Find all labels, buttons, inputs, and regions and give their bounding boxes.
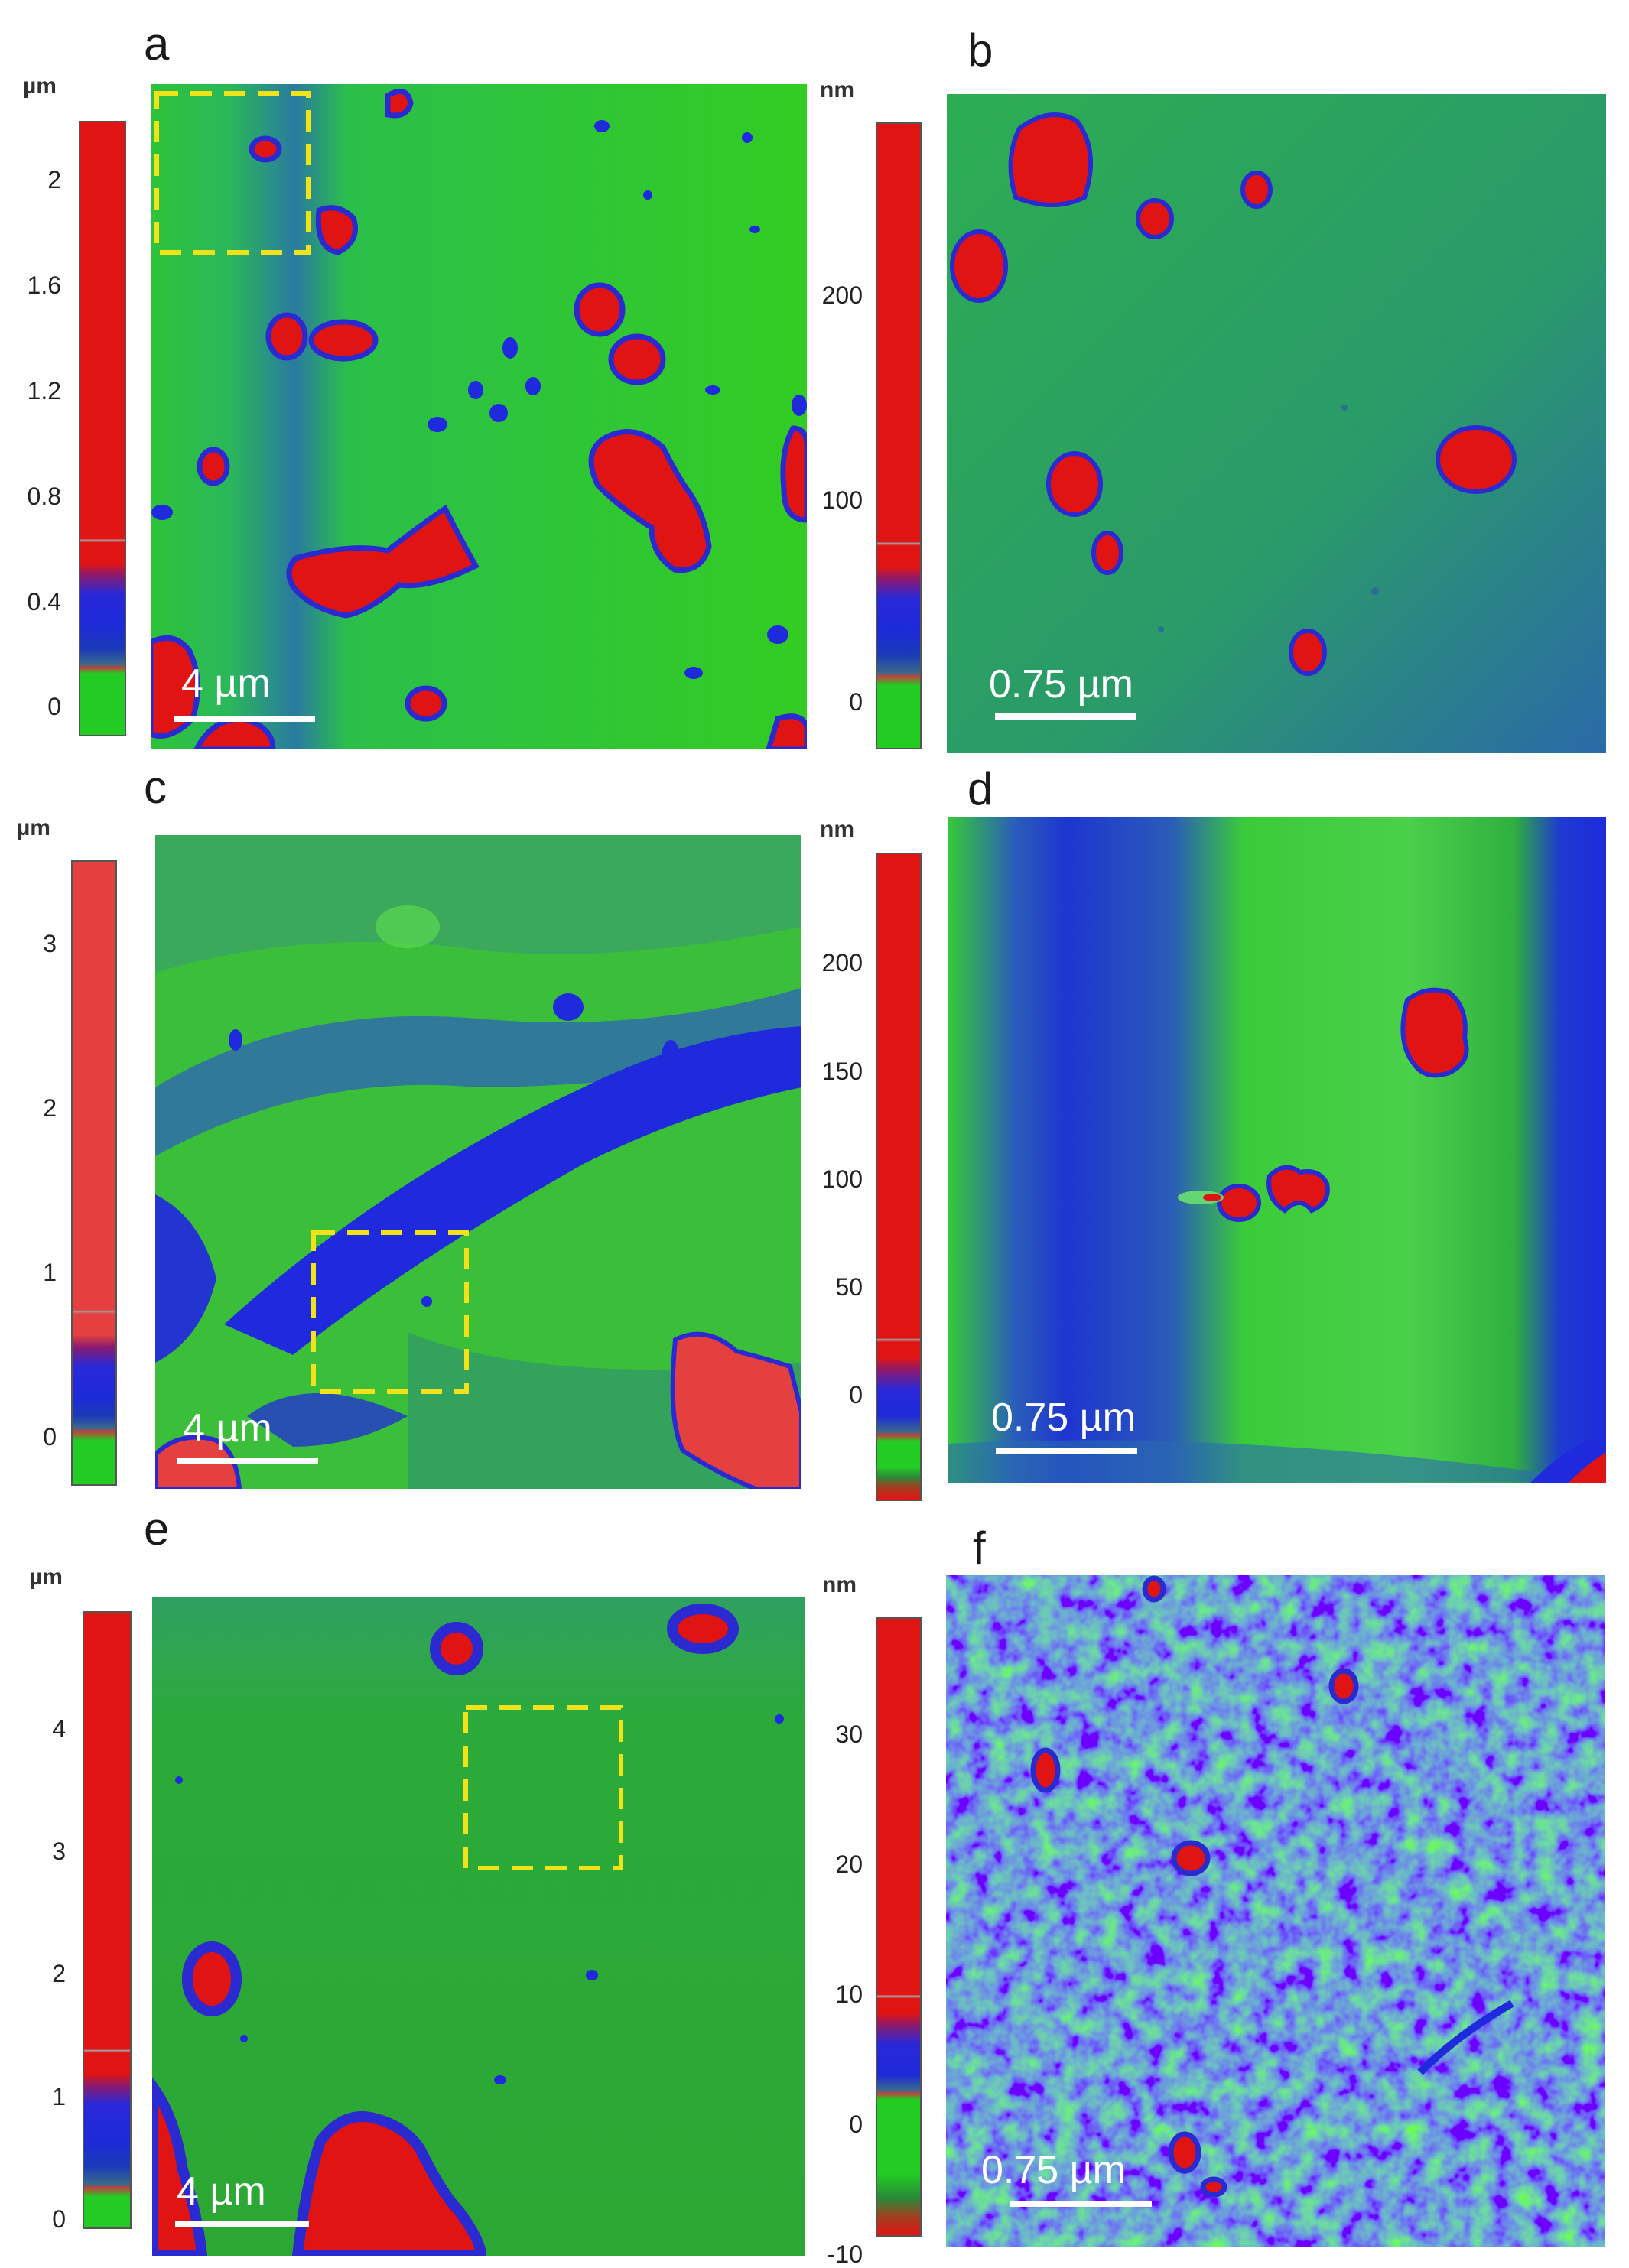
colorbar-tick: 0 <box>43 1423 57 1451</box>
colorbar-tick: 2 <box>43 1094 57 1122</box>
scale-bar-b <box>995 713 1136 720</box>
scale-bar-c <box>177 1458 318 1464</box>
colorbar-tick: 0 <box>52 2205 66 2233</box>
colorbar-tick: 1 <box>52 2083 66 2110</box>
afm-image-c: 4 µm <box>155 835 801 1489</box>
scale-bar-label-d: 0.75 µm <box>991 1396 1136 1440</box>
colorbar-tick: 100 <box>821 1165 863 1193</box>
scale-bar-label-f: 0.75 µm <box>981 2148 1126 2192</box>
scale-bar-label-e: 4 µm <box>177 2169 266 2214</box>
scale-bar-f <box>1010 2201 1152 2207</box>
colorbar-unit-d: nm <box>820 817 854 842</box>
scale-bar-d <box>996 1448 1137 1454</box>
colorbar-tick: 30 <box>835 1720 863 1748</box>
colorbar-tick: 2 <box>47 166 61 193</box>
colorbar-tick: 20 <box>835 1850 863 1878</box>
colorbar-tick: 1.2 <box>27 377 61 405</box>
colorbar-tick: 200 <box>821 281 863 309</box>
colorbar-tick: 0.4 <box>27 588 61 616</box>
afm-image-a: 4 µm <box>151 84 807 749</box>
scale-bar-a <box>174 716 315 722</box>
colorbar-a <box>79 121 126 736</box>
colorbar-tick: 0 <box>849 688 863 716</box>
colorbar-unit-e: µm <box>29 1565 63 1590</box>
panel-label-b: b <box>967 24 993 76</box>
colorbar-tick: 150 <box>821 1058 863 1085</box>
colorbar-unit-a: µm <box>23 73 57 99</box>
panel-label-a: a <box>144 18 170 70</box>
afm-image-e: 4 µm <box>152 1597 805 2256</box>
colorbar-tick: 3 <box>52 1837 66 1865</box>
panel-label-c: c <box>144 762 167 813</box>
colorbar-e <box>83 1611 132 2229</box>
colorbar-tick: 1 <box>43 1259 57 1286</box>
scale-bar-e <box>175 2221 309 2227</box>
colorbar-tick: -10 <box>827 2240 863 2268</box>
selection-box-e <box>463 1705 623 1870</box>
colorbar-tick: 0.8 <box>27 483 61 510</box>
colorbar-tick: 50 <box>835 1273 863 1301</box>
colorbar-tick: 100 <box>821 486 863 514</box>
scale-bar-label-b: 0.75 µm <box>989 662 1133 707</box>
colorbar-tick: 0 <box>47 693 61 720</box>
colorbar-f <box>876 1617 922 2237</box>
colorbar-tick: 200 <box>821 949 863 976</box>
colorbar-d <box>876 853 922 1501</box>
afm-image-f: 0.75 µm <box>946 1575 1605 2247</box>
colorbar-tick: 3 <box>43 930 57 957</box>
scale-bar-label-a: 4 µm <box>181 661 271 706</box>
colorbar-tick: 2 <box>52 1960 66 1987</box>
panel-label-e: e <box>144 1503 170 1555</box>
colorbar-c <box>71 860 117 1486</box>
colorbar-tick: 4 <box>52 1715 66 1743</box>
colorbar-tick: 1.6 <box>27 271 61 299</box>
afm-image-b: 0.75 µm <box>947 94 1606 753</box>
selection-box-c <box>311 1230 469 1394</box>
colorbar-unit-c: µm <box>17 815 50 840</box>
colorbar-tick: 0 <box>849 2110 863 2138</box>
colorbar-tick: 10 <box>835 1980 863 2008</box>
panel-label-f: f <box>973 1522 986 1574</box>
colorbar-tick: 0 <box>849 1381 863 1409</box>
selection-box-a <box>154 91 311 255</box>
afm-image-d: 0.75 µm <box>948 817 1606 1483</box>
colorbar-unit-b: nm <box>820 77 854 102</box>
panel-label-d: d <box>967 763 993 814</box>
colorbar-b <box>876 122 922 749</box>
colorbar-unit-f: nm <box>822 1572 857 1597</box>
scale-bar-label-c: 4 µm <box>183 1406 272 1451</box>
